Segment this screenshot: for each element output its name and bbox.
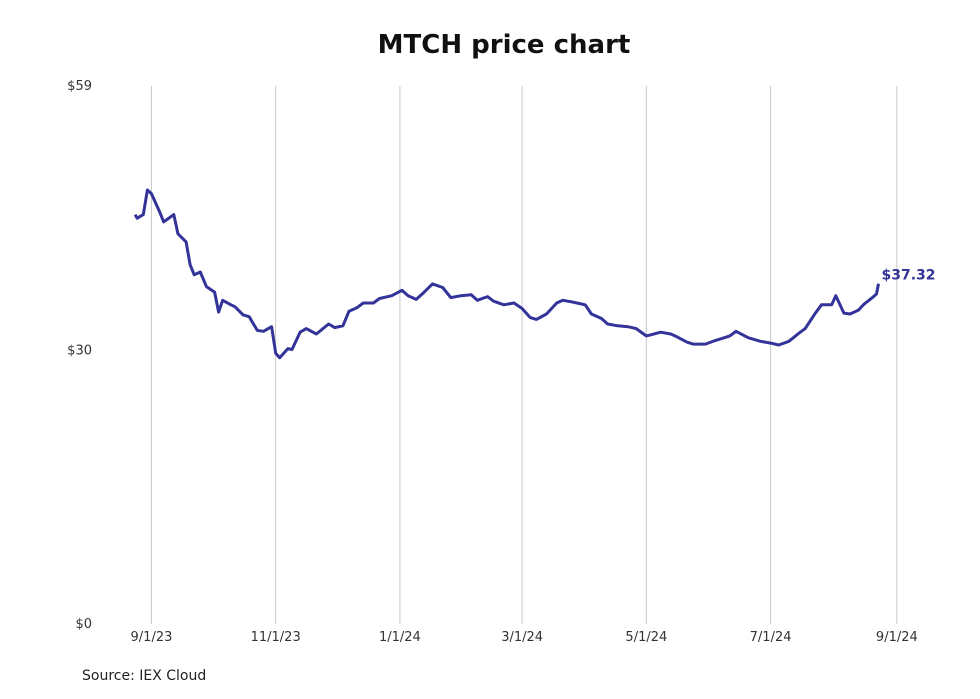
last-price-label: $37.32 xyxy=(882,268,936,284)
x-tick-label: 3/1/24 xyxy=(501,630,543,645)
y-tick-label: $30 xyxy=(67,343,92,358)
y-tick-label: $59 xyxy=(67,79,92,94)
y-axis-ticks: $0 $30 $59 xyxy=(67,79,92,632)
chart-title: MTCH price chart xyxy=(377,30,631,60)
x-tick-label: 11/1/23 xyxy=(251,630,301,645)
x-tick-label: 9/1/23 xyxy=(131,630,173,645)
price-series-line xyxy=(133,188,880,360)
x-axis-ticks: 9/1/23 11/1/23 1/1/24 3/1/24 5/1/24 7/1/24 9/1… xyxy=(131,630,918,645)
x-tick-label: 7/1/24 xyxy=(750,630,792,645)
gridlines xyxy=(150,86,898,624)
x-tick-label: 9/1/24 xyxy=(876,630,918,645)
x-tick-label: 5/1/24 xyxy=(625,630,667,645)
x-tick-label: 1/1/24 xyxy=(379,630,421,645)
source-note: Source: IEX Cloud xyxy=(82,668,207,684)
y-tick-label: $0 xyxy=(75,617,92,632)
